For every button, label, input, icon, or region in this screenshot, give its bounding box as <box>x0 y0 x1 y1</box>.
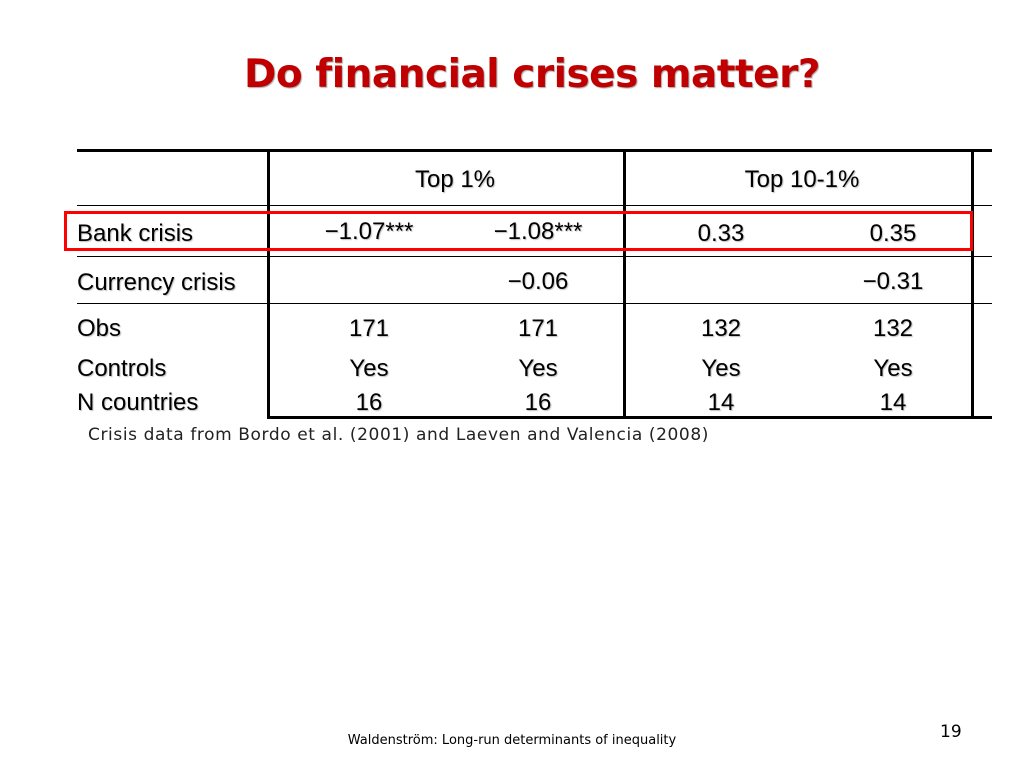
table-cell: −0.06 <box>507 268 569 295</box>
table-top-rule <box>77 149 992 152</box>
table-cell: 0.33 <box>697 220 745 247</box>
table-row-rule <box>77 256 992 257</box>
table-column-rule <box>971 149 974 419</box>
table-cell: Yes <box>701 355 741 382</box>
row-label-currency-crisis: Currency crisis <box>77 269 236 296</box>
slide-title: Do financial crises matter? <box>244 52 820 97</box>
row-label-n-countries: N countries <box>77 389 199 416</box>
table-cell: 14 <box>707 389 735 416</box>
page-number: 19 <box>940 722 962 742</box>
table-cell: 14 <box>879 389 907 416</box>
header-top1: Top 1% <box>414 166 496 193</box>
slide-footer: Waldenström: Long-run determinants of in… <box>347 733 677 748</box>
table-cell: 132 <box>872 315 914 342</box>
row-label-bank-crisis: Bank crisis <box>77 220 194 247</box>
bank-crisis-highlight-box <box>64 211 973 251</box>
table-column-rule <box>623 149 626 419</box>
table-cell: 132 <box>700 315 742 342</box>
table-cell: 16 <box>355 389 383 416</box>
data-source-note: Crisis data from Bordo et al. (2001) and… <box>88 425 709 445</box>
table-cell: −0.31 <box>862 268 924 295</box>
table-cell: 0.35 <box>869 220 917 247</box>
table-cell: 171 <box>517 315 559 342</box>
table-cell: Yes <box>349 355 389 382</box>
table-row-rule <box>77 303 992 304</box>
table-bottom-rule <box>268 416 992 419</box>
table-cell: −1.07*** <box>324 218 414 245</box>
table-header-rule <box>77 205 992 206</box>
table-column-rule <box>267 149 270 419</box>
table-cell: −1.08*** <box>493 218 583 245</box>
table-cell: 171 <box>348 315 390 342</box>
header-top10-1: Top 10-1% <box>744 166 860 193</box>
table-cell: 16 <box>524 389 552 416</box>
table-cell: Yes <box>518 355 558 382</box>
table-cell: Yes <box>873 355 913 382</box>
row-label-obs: Obs <box>77 315 122 342</box>
row-label-controls: Controls <box>77 355 167 382</box>
